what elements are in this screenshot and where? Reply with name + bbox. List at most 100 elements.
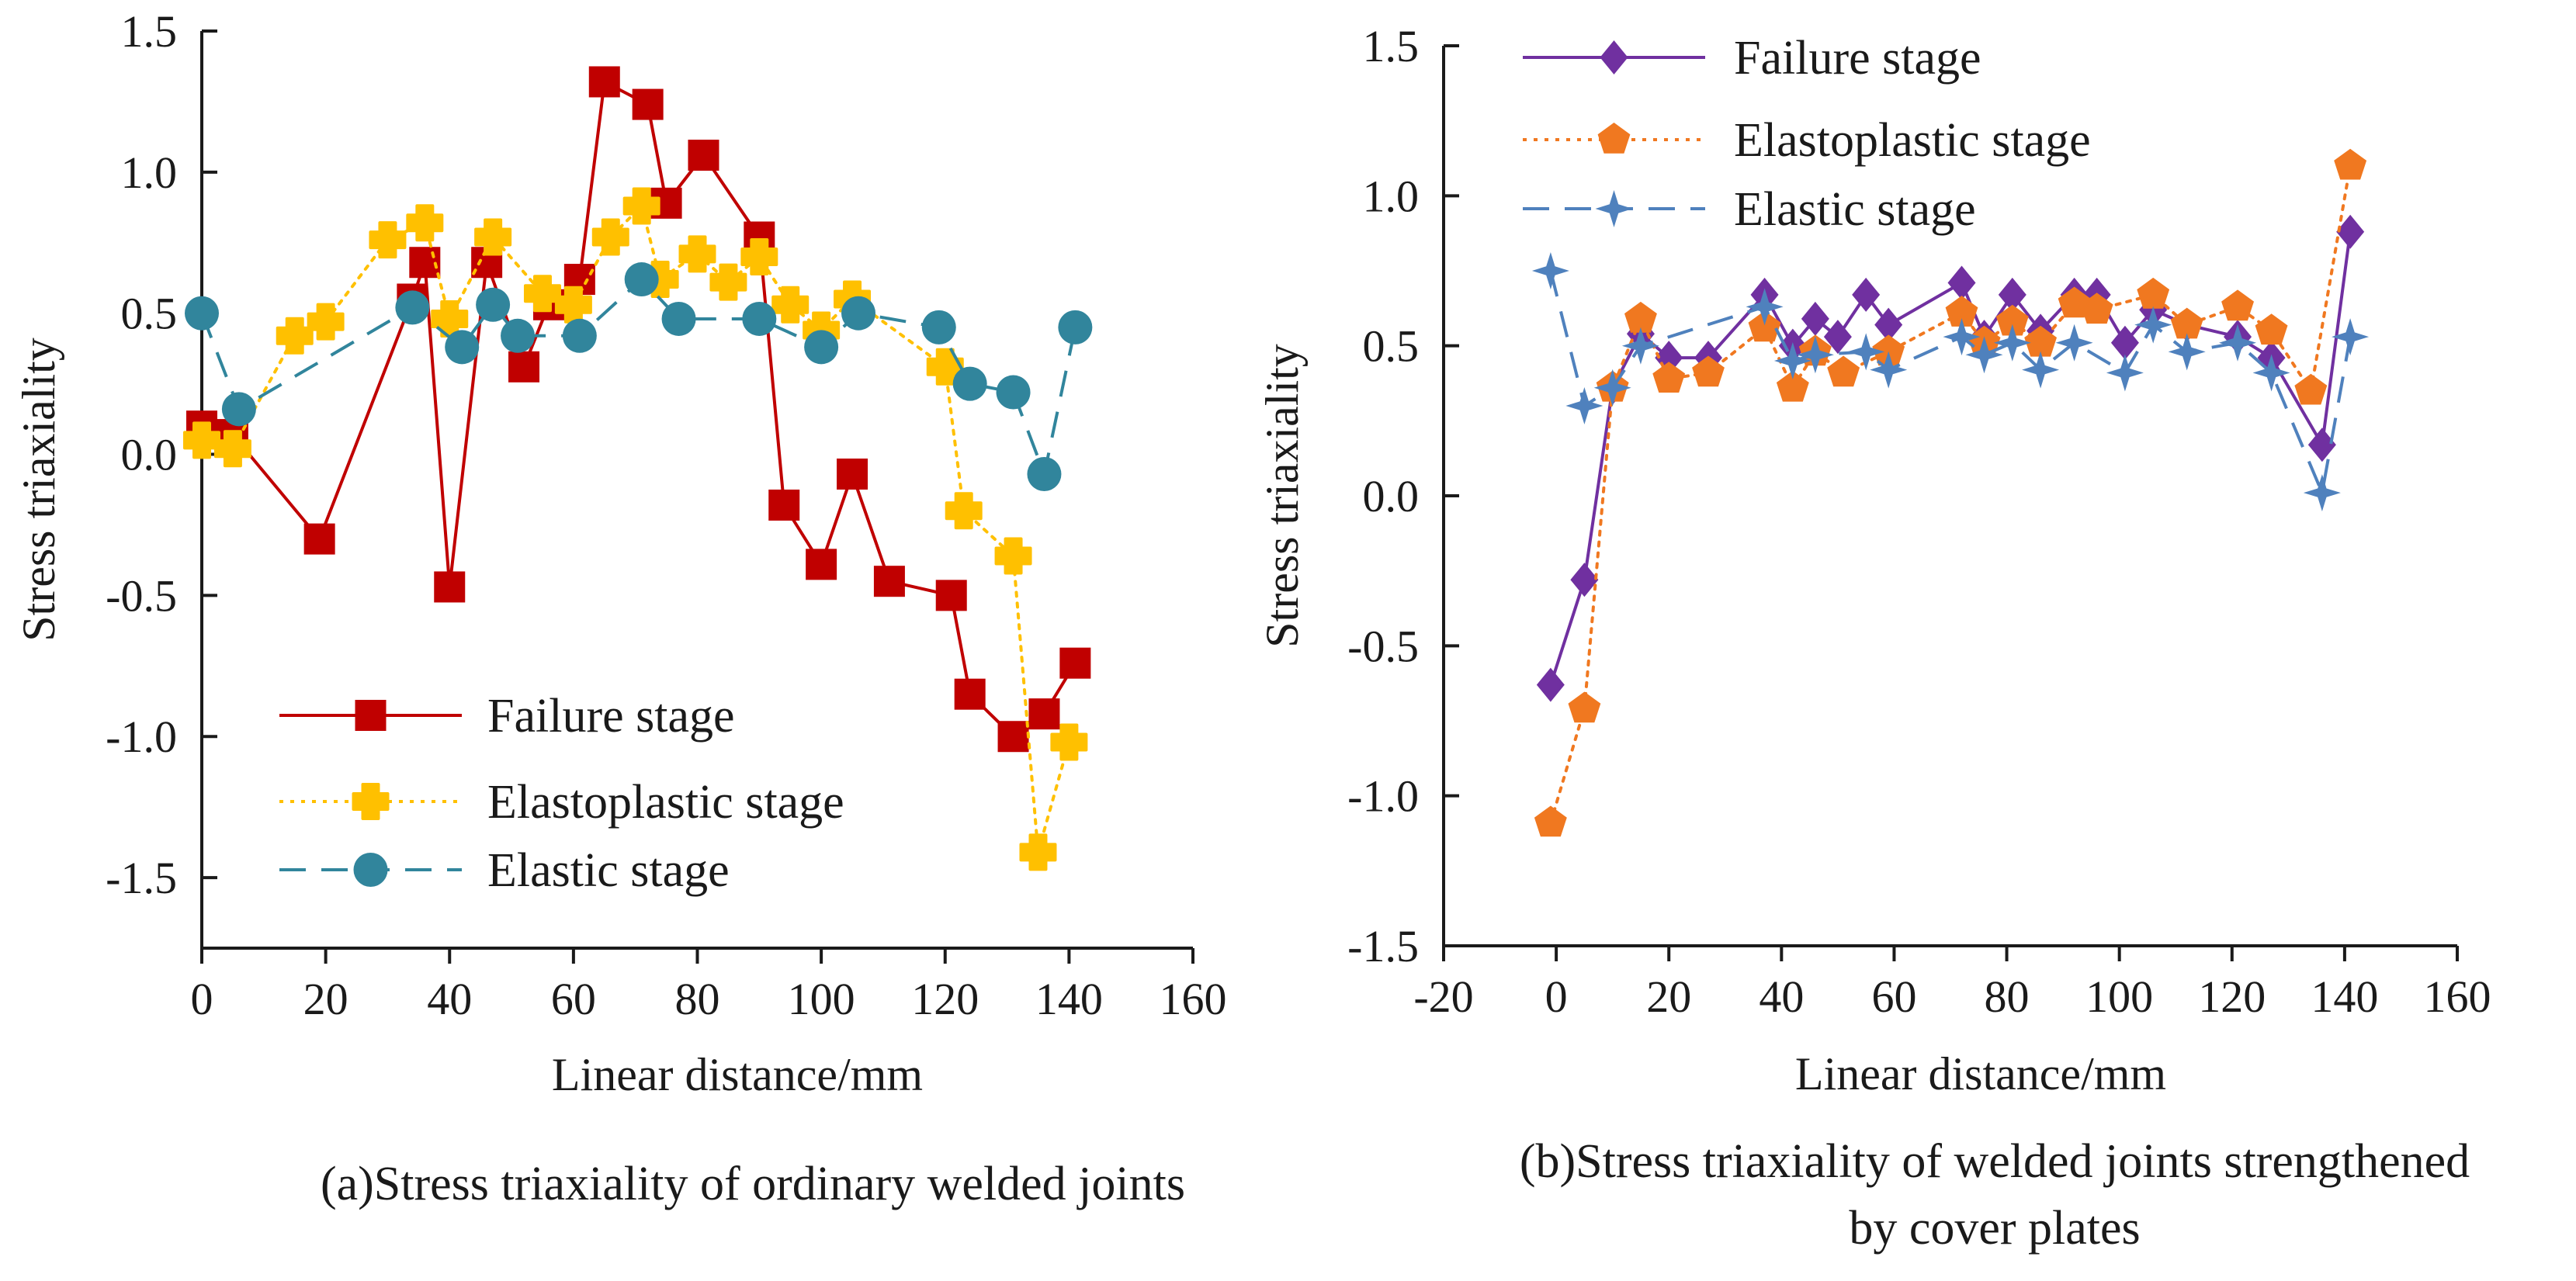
data-point xyxy=(1965,336,2003,374)
data-point xyxy=(1847,333,1885,371)
data-point xyxy=(276,317,314,355)
data-point xyxy=(508,351,540,383)
data-point xyxy=(2080,293,2113,324)
x-axis-label: Linear distance/mm xyxy=(1795,1048,2166,1099)
data-point xyxy=(873,566,905,597)
data-point xyxy=(2022,351,2060,389)
data-point xyxy=(1534,805,1567,837)
x-tick-label: 140 xyxy=(1035,974,1103,1024)
data-point xyxy=(632,88,664,120)
data-point xyxy=(588,66,620,98)
x-tick-label: 160 xyxy=(1160,974,1227,1024)
data-point xyxy=(1796,336,1834,374)
y-tick-label: 1.0 xyxy=(121,147,178,198)
data-point xyxy=(1870,351,1908,389)
data-point xyxy=(1998,277,2026,312)
x-tick-label: 0 xyxy=(191,974,213,1024)
series-line xyxy=(201,80,1077,739)
data-point xyxy=(1776,370,1809,402)
data-point xyxy=(501,318,536,353)
data-point xyxy=(185,296,219,331)
data-point xyxy=(661,301,696,336)
x-tick-label: 100 xyxy=(788,974,855,1024)
series-line xyxy=(200,204,1071,854)
data-point xyxy=(2255,313,2288,345)
x-tick-label: 120 xyxy=(911,974,979,1024)
legend-entry: Failure stage xyxy=(279,690,735,743)
series-elastic-stage xyxy=(185,262,1093,491)
data-point xyxy=(445,330,480,365)
data-point xyxy=(952,366,987,401)
data-point xyxy=(945,492,983,530)
chart-caption: (a)Stress triaxiality of ordinary welded… xyxy=(321,1158,1185,1210)
x-tick-label: 80 xyxy=(1985,971,2030,1022)
data-point xyxy=(2055,324,2093,362)
data-point xyxy=(369,221,407,259)
legend-label: Elastic stage xyxy=(487,844,730,897)
data-point xyxy=(1748,310,1781,342)
data-point xyxy=(1943,318,1981,356)
x-tick-label: 140 xyxy=(2311,971,2378,1022)
data-point xyxy=(740,237,778,275)
legend-entry: Elastic stage xyxy=(279,844,730,897)
data-point xyxy=(1995,304,2029,336)
legend-label: Elastoplastic stage xyxy=(487,776,844,829)
legend-marker xyxy=(352,783,390,820)
legend-marker xyxy=(353,853,388,887)
data-point xyxy=(954,678,986,710)
x-tick-label: 20 xyxy=(303,974,348,1024)
data-point xyxy=(523,275,561,313)
data-point xyxy=(1593,369,1631,407)
y-tick-label: 1.0 xyxy=(1363,171,1420,221)
data-point xyxy=(2252,354,2290,392)
data-point xyxy=(1874,307,1903,342)
data-point xyxy=(2336,214,2365,249)
x-tick-label: 20 xyxy=(1646,971,1691,1022)
data-point xyxy=(624,262,659,297)
data-point xyxy=(2219,324,2256,362)
data-point xyxy=(1027,456,1062,491)
y-tick-label: -1.0 xyxy=(1347,771,1419,822)
data-point xyxy=(1058,310,1093,344)
data-point xyxy=(678,235,716,273)
data-point xyxy=(591,218,629,256)
y-tick-label: -1.0 xyxy=(106,711,177,762)
data-point xyxy=(1652,362,1686,393)
data-point xyxy=(221,392,256,427)
series-line xyxy=(1548,164,2352,825)
legend-entry: Elastoplastic stage xyxy=(279,776,844,829)
x-tick-label: 60 xyxy=(1871,971,1916,1022)
data-point xyxy=(837,458,868,490)
data-point xyxy=(1773,342,1812,379)
data-point xyxy=(622,187,660,225)
y-tick-label: 0.5 xyxy=(1363,321,1420,372)
x-tick-label: 160 xyxy=(2424,971,2491,1022)
x-tick-label: 0 xyxy=(1545,971,1568,1022)
legend-label: Elastoplastic stage xyxy=(1734,114,2091,167)
data-point xyxy=(303,523,335,555)
x-tick-label: 60 xyxy=(551,974,596,1024)
series-elastic-stage xyxy=(1531,252,2370,512)
data-point xyxy=(1947,265,1976,300)
legend-label: Failure stage xyxy=(487,690,735,743)
data-point xyxy=(2303,474,2341,512)
data-point xyxy=(562,318,597,353)
legend-marker xyxy=(1600,40,1628,74)
data-point xyxy=(997,721,1029,753)
x-axis-label: Linear distance/mm xyxy=(552,1049,923,1100)
x-tick-label: 100 xyxy=(2085,971,2153,1022)
data-point xyxy=(1872,334,1905,366)
data-point xyxy=(2137,277,2170,309)
legend-entry: Elastic stage xyxy=(1523,183,1976,236)
data-point xyxy=(213,430,251,468)
data-point xyxy=(994,537,1032,575)
series-failure-stage xyxy=(186,66,1091,753)
data-point xyxy=(806,549,837,580)
data-point xyxy=(1801,301,1829,336)
x-tick-label: 40 xyxy=(1759,971,1804,1022)
data-point xyxy=(742,301,777,336)
data-point xyxy=(434,571,466,603)
data-point xyxy=(841,296,876,331)
chart-caption: (b)Stress triaxiality of welded joints s… xyxy=(1520,1135,2470,1188)
x-tick-label: 80 xyxy=(675,974,720,1024)
